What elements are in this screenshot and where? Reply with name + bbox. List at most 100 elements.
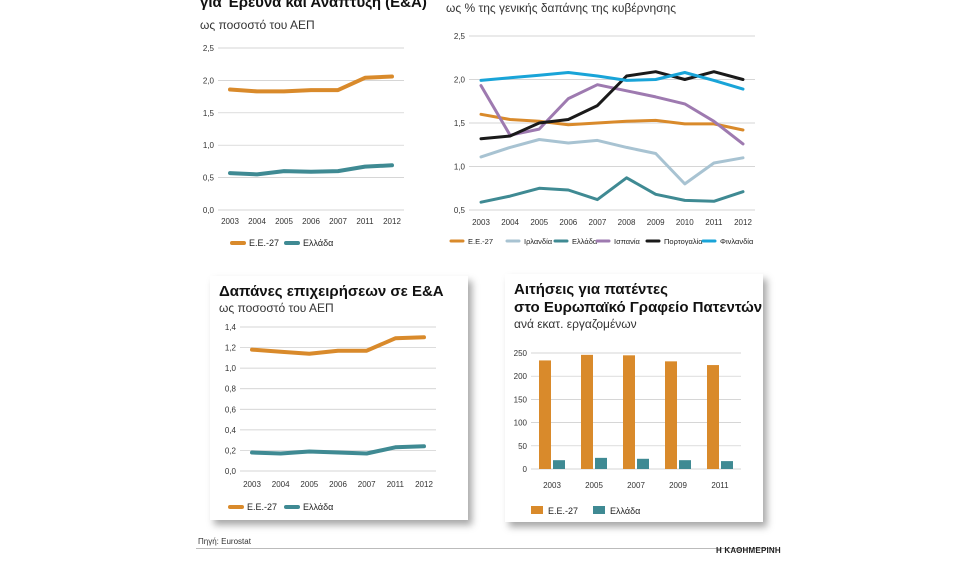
data-point bbox=[337, 170, 339, 172]
series-line-2 bbox=[228, 163, 394, 177]
legend-swatch bbox=[593, 506, 605, 514]
data-point bbox=[391, 75, 393, 78]
data-point bbox=[567, 71, 570, 74]
x-tick-label: 2011 bbox=[705, 218, 723, 227]
legend-label: Ε.Ε.-27 bbox=[249, 238, 279, 248]
x-tick-label: 2004 bbox=[501, 218, 519, 227]
y-tick-label: 0 bbox=[523, 465, 528, 474]
data-point bbox=[625, 90, 628, 92]
data-point bbox=[567, 142, 570, 144]
bar-greece bbox=[637, 458, 649, 469]
x-tick-label: 2007 bbox=[589, 218, 607, 227]
x-tick-label: 2011 bbox=[387, 480, 405, 489]
chart3-frame bbox=[210, 276, 468, 520]
data-point bbox=[713, 162, 715, 164]
data-point bbox=[538, 122, 541, 124]
data-point bbox=[654, 152, 657, 155]
data-point bbox=[308, 450, 311, 453]
x-tick-label: 2005 bbox=[585, 481, 603, 490]
source-note: Πηγή: Eurostat bbox=[198, 537, 251, 546]
legend-label: Ε.Ε.-27 bbox=[468, 237, 493, 246]
y-tick-label: 0,5 bbox=[203, 174, 215, 183]
data-point bbox=[256, 173, 258, 176]
y-tick-label: 0,6 bbox=[225, 405, 237, 414]
bar-greece bbox=[721, 461, 733, 469]
data-point bbox=[742, 190, 744, 193]
data-point bbox=[596, 122, 599, 124]
data-point bbox=[683, 123, 686, 125]
data-point bbox=[509, 146, 511, 149]
data-point bbox=[625, 79, 628, 82]
y-tick-label: 2,5 bbox=[454, 32, 466, 41]
x-tick-label: 2006 bbox=[302, 217, 320, 226]
data-point bbox=[365, 452, 368, 455]
legend-label: Ιρλανδία bbox=[524, 237, 553, 246]
data-point bbox=[509, 118, 511, 121]
x-tick-label: 2007 bbox=[627, 481, 645, 490]
data-point bbox=[229, 172, 231, 174]
data-point bbox=[251, 348, 253, 351]
y-tick-label: 100 bbox=[514, 419, 528, 428]
x-tick-label: 2007 bbox=[358, 480, 376, 489]
series-line-2 bbox=[479, 138, 745, 186]
x-tick-label: 2009 bbox=[647, 218, 665, 227]
legend-swatch bbox=[531, 506, 543, 514]
chart4-subtitle: ανά εκατ. εργαζομένων bbox=[514, 317, 637, 331]
data-point bbox=[625, 120, 628, 123]
chart3-plot: 0,0 0,2 0,4 0,6 0,8 1,0 1,2 1,4 2003 2004 2005 2006… bbox=[225, 323, 436, 512]
legend-label: Ελλάδα bbox=[610, 506, 640, 516]
data-point bbox=[391, 164, 393, 167]
data-point bbox=[742, 88, 744, 90]
data-point bbox=[625, 75, 628, 77]
data-point bbox=[423, 445, 425, 448]
bar-eu27 bbox=[539, 360, 551, 469]
x-tick-label: 2005 bbox=[530, 218, 548, 227]
legend-label: Πορτογαλία bbox=[664, 237, 703, 246]
data-point bbox=[480, 137, 482, 140]
series-line-1 bbox=[228, 74, 394, 94]
series-line-5 bbox=[479, 70, 745, 141]
y-tick-label: 2,0 bbox=[203, 76, 215, 85]
y-tick-label: 1,4 bbox=[225, 323, 237, 332]
data-point bbox=[713, 120, 715, 123]
data-point bbox=[625, 177, 628, 179]
data-point bbox=[713, 200, 715, 203]
data-point bbox=[625, 146, 628, 149]
x-tick-label: 2006 bbox=[329, 480, 347, 489]
x-tick-label: 2009 bbox=[669, 481, 687, 490]
data-point bbox=[251, 451, 253, 454]
bar-greece bbox=[595, 457, 607, 469]
y-tick-label: 50 bbox=[518, 442, 527, 451]
data-point bbox=[567, 97, 570, 100]
series-line-3 bbox=[479, 176, 745, 204]
chart2-subtitle: ως % της γενικής δαπάνης της κυβέρνησης bbox=[446, 1, 676, 15]
footer-rule bbox=[196, 548, 776, 549]
series-line-4 bbox=[479, 83, 745, 146]
x-tick-label: 2006 bbox=[559, 218, 577, 227]
y-tick-label: 1,5 bbox=[203, 109, 215, 118]
data-point bbox=[423, 336, 425, 339]
data-point bbox=[509, 76, 511, 79]
data-point bbox=[596, 83, 599, 86]
data-point bbox=[480, 84, 482, 87]
x-tick-label: 2011 bbox=[356, 217, 374, 226]
data-point bbox=[713, 79, 715, 82]
data-point bbox=[538, 187, 541, 190]
x-tick-label: 2004 bbox=[248, 217, 266, 226]
bar-eu27 bbox=[623, 355, 635, 469]
y-tick-label: 250 bbox=[514, 349, 528, 358]
legend-label: Φινλανδία bbox=[720, 237, 754, 246]
chart3-title: Δαπάνες επιχειρήσεων σε Ε&Α bbox=[219, 283, 444, 300]
y-tick-label: 0,5 bbox=[454, 206, 466, 215]
data-point bbox=[480, 113, 482, 116]
y-tick-label: 0,4 bbox=[225, 426, 237, 435]
data-point bbox=[509, 195, 511, 197]
x-tick-label: 2012 bbox=[415, 480, 433, 489]
data-point bbox=[567, 118, 570, 121]
y-tick-label: 0,8 bbox=[225, 385, 237, 394]
data-point bbox=[654, 193, 657, 196]
data-point bbox=[683, 103, 686, 105]
data-point bbox=[538, 128, 541, 130]
legend-label: Ελλάδα bbox=[303, 238, 333, 248]
x-tick-label: 2005 bbox=[275, 217, 293, 226]
